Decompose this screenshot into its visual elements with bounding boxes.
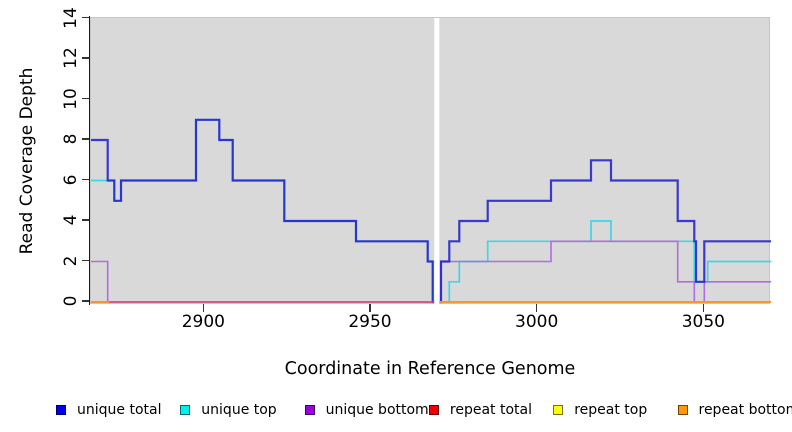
y-tick-mark <box>82 138 89 140</box>
y-tick-label: 14 <box>61 6 81 29</box>
x-tick-mark <box>202 304 205 312</box>
legend-label: repeat bottom <box>698 402 792 418</box>
legend-item-repeat-bottom: repeat bottom <box>677 401 792 419</box>
legend-swatch-icon <box>428 405 439 415</box>
coverage-gap <box>434 18 440 305</box>
legend-item-repeat-top: repeat top <box>553 401 647 419</box>
y-tick-label: 8 <box>61 133 81 145</box>
legend-label: repeat total <box>449 402 532 418</box>
x-tick-label: 2950 <box>348 312 392 332</box>
y-tick-mark <box>82 300 89 302</box>
y-axis-spine <box>88 16 90 305</box>
x-tick-label: 3000 <box>515 312 559 332</box>
legend-label: repeat top <box>574 402 648 418</box>
series-unique-bottom <box>91 260 435 303</box>
x-axis-label: Coordinate in Reference Genome <box>284 359 576 379</box>
y-tick-mark <box>82 219 89 221</box>
series-unique-total <box>439 159 771 304</box>
legend-item-repeat-total: repeat total <box>428 401 532 419</box>
y-axis-label: Read Coverage Depth <box>17 67 37 255</box>
series-unique-top <box>91 118 435 303</box>
legend-label: unique total <box>77 402 162 418</box>
legend-swatch-icon <box>304 405 315 415</box>
x-tick-mark <box>369 304 371 312</box>
y-tick-label: 0 <box>61 295 81 307</box>
x-tick-label: 2900 <box>181 312 225 332</box>
y-tick-label: 10 <box>61 87 81 110</box>
legend-swatch-icon <box>677 405 688 415</box>
series-unique-bottom <box>439 240 771 303</box>
y-tick-mark <box>82 178 89 181</box>
y-tick-label: 12 <box>61 47 81 69</box>
x-tick-mark <box>535 304 538 312</box>
x-tick-mark <box>702 304 705 312</box>
legend-swatch-icon <box>553 405 564 415</box>
legend-item-unique-total: unique total <box>56 401 161 419</box>
plot-area <box>90 17 771 305</box>
legend-swatch-icon <box>180 405 191 415</box>
y-tick-mark <box>82 259 89 262</box>
legend-item-unique-top: unique top <box>180 401 277 419</box>
y-tick-mark <box>82 57 89 59</box>
x-tick-label: 3050 <box>681 312 725 332</box>
y-tick-mark <box>82 16 89 19</box>
legend-item-unique-bottom: unique bottom <box>304 401 429 419</box>
legend-label: unique bottom <box>325 402 429 418</box>
y-tick-label: 2 <box>61 255 81 266</box>
y-tick-label: 4 <box>61 214 81 226</box>
series-unique-total <box>91 118 435 304</box>
y-tick-mark <box>82 97 89 100</box>
legend-label: unique top <box>201 402 277 418</box>
legend-swatch-icon <box>56 405 66 415</box>
y-tick-label: 6 <box>61 174 81 185</box>
coverage-plot-svg <box>91 18 771 305</box>
